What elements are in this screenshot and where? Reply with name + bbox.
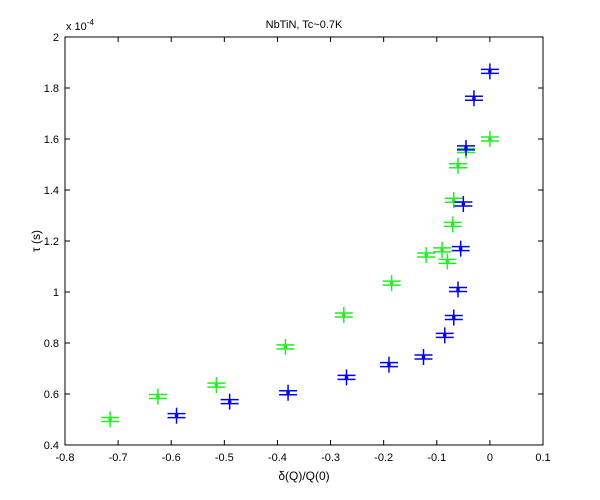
x-tick-label: -0.7: [109, 452, 128, 464]
y-axis-label: τ (s): [29, 230, 43, 252]
plot-area: -0.8 -0.7 -0.6 -0.5 -0.4 -0.3 -0.2 -0.1 0 0.1 0.4 0…: [44, 32, 551, 464]
data-point-series-2: [480, 63, 499, 80]
data-point-series-2: [456, 139, 475, 156]
chart-title: NbTiN, Tc~0.7K: [266, 19, 343, 31]
data-markers: [101, 63, 499, 428]
x-axis-label: δ(Q)/Q(0): [278, 469, 329, 483]
x-tick-label: -0.1: [427, 452, 446, 464]
x-tick-label: -0.8: [56, 452, 75, 464]
data-point-series-2: [444, 309, 463, 326]
data-point-series-2: [435, 327, 454, 344]
x-tick-label: -0.6: [162, 452, 181, 464]
data-point-series-1: [443, 216, 462, 233]
y-tick-label: 0.8: [44, 338, 59, 350]
data-point-series-2: [451, 240, 470, 257]
y-tick-label: 0.6: [44, 389, 59, 401]
data-point-series-2: [414, 349, 433, 366]
y-tick-label: 1.4: [44, 185, 59, 197]
axis-ticks: [64, 36, 544, 446]
data-point-series-2: [337, 369, 356, 386]
data-point-series-1: [438, 253, 457, 270]
data-point-series-2: [279, 384, 298, 401]
data-point-series-2: [220, 393, 239, 410]
y-tick-label: 2: [53, 32, 59, 44]
x-tick-label: -0.2: [374, 452, 393, 464]
data-point-series-2: [454, 196, 473, 213]
x-tick-label: 0: [487, 452, 493, 464]
y-tick-label: 1.2: [44, 236, 59, 248]
x-tick-label: 0.1: [535, 452, 550, 464]
data-point-series-1: [276, 338, 295, 355]
data-point-series-1: [417, 247, 436, 264]
x-tick-label: -0.4: [268, 452, 287, 464]
data-point-series-1: [382, 275, 401, 292]
data-point-series-1: [101, 411, 120, 428]
axis-tick-labels: -0.8 -0.7 -0.6 -0.5 -0.4 -0.3 -0.2 -0.1 0 0.1 0.4 0…: [44, 32, 551, 464]
data-point-series-2: [464, 90, 483, 107]
x-tick-label: -0.5: [215, 452, 234, 464]
data-point-series-1: [334, 306, 353, 323]
data-point-series-2: [379, 356, 398, 373]
y-tick-label: 1.6: [44, 134, 59, 146]
data-point-series-1: [433, 241, 452, 258]
data-point-series-1: [449, 157, 468, 174]
data-point-series-1: [480, 131, 499, 147]
data-point-series-1: [207, 377, 226, 394]
y-tick-label: 1.8: [44, 83, 59, 95]
data-point-series-2: [449, 281, 468, 298]
y-tick-label: 1: [53, 287, 59, 299]
y-tick-label: 0.4: [44, 440, 59, 452]
data-point-series-2: [167, 407, 186, 424]
axes-box: [64, 36, 544, 446]
y-exponent-label: x 10-4: [66, 18, 94, 33]
y-exponent-power: -4: [87, 18, 95, 27]
data-point-series-1: [148, 388, 167, 405]
x-tick-label: -0.3: [321, 452, 340, 464]
